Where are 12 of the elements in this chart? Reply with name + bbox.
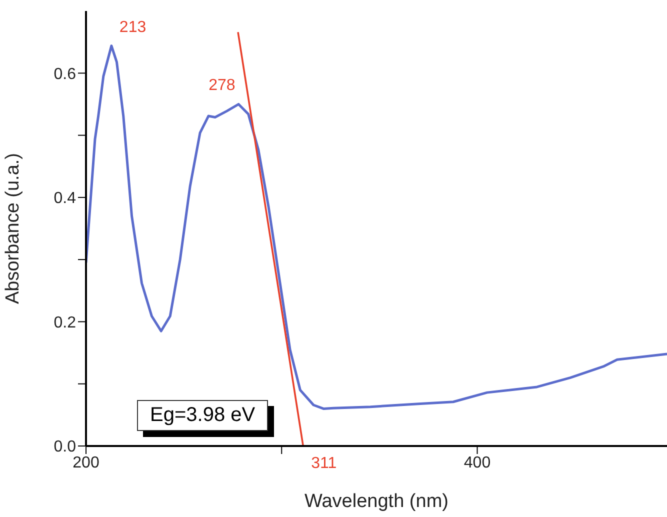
annotation: 213 xyxy=(119,18,146,36)
annotation: Eg=3.98 eV xyxy=(137,400,268,431)
x-tick-label: 200 xyxy=(72,454,100,472)
x-tick-label: 400 xyxy=(464,454,491,472)
y-axis-title: Absorbance (u.a.) xyxy=(2,152,24,304)
y-tick-label: 0.4 xyxy=(54,190,76,208)
y-tick-label: 0.2 xyxy=(54,314,76,332)
y-tick-label: 0.6 xyxy=(54,66,76,83)
annotation: 311 xyxy=(311,455,337,472)
y-tick-label: 0.0 xyxy=(54,438,76,456)
x-axis-title: Wavelength (nm) xyxy=(304,491,448,512)
annotation: 278 xyxy=(208,77,236,94)
